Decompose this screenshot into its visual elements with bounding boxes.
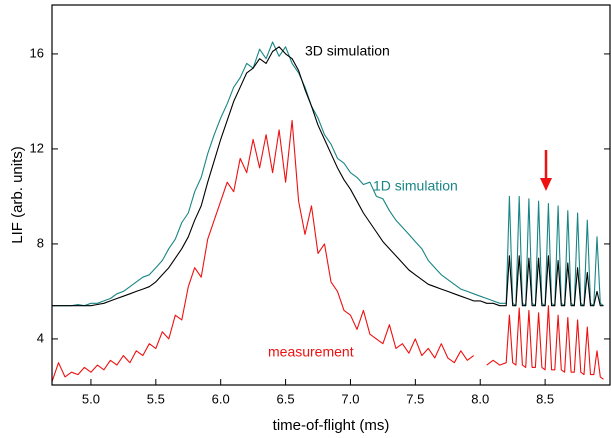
annotation: 3D simulation <box>305 43 390 59</box>
series-line <box>52 41 604 307</box>
series-line <box>52 46 604 307</box>
annotation: measurement <box>268 344 354 360</box>
y-axis-label: LIF (arb. units) <box>9 146 26 244</box>
y-tick-label: 8 <box>37 235 44 250</box>
x-axis-label: time-of-flight (ms) <box>273 417 390 434</box>
annotation: 1D simulation <box>373 178 458 194</box>
x-tick-label: 6.5 <box>277 391 295 406</box>
x-tick-label: 6.0 <box>212 391 230 406</box>
arrow <box>540 150 552 191</box>
x-tick-label: 5.5 <box>147 391 165 406</box>
x-tick-label: 8.0 <box>471 391 489 406</box>
x-tick-label: 5.0 <box>82 391 100 406</box>
x-tick-label: 7.5 <box>406 391 424 406</box>
y-tick-label: 12 <box>30 140 44 155</box>
series-line <box>52 119 604 382</box>
x-tick-label: 7.0 <box>341 391 359 406</box>
y-tick-label: 16 <box>30 45 44 60</box>
plot-frame <box>51 4 611 386</box>
plot-area <box>52 41 604 382</box>
y-tick-label: 4 <box>37 330 44 345</box>
x-tick-label: 8.5 <box>536 391 554 406</box>
